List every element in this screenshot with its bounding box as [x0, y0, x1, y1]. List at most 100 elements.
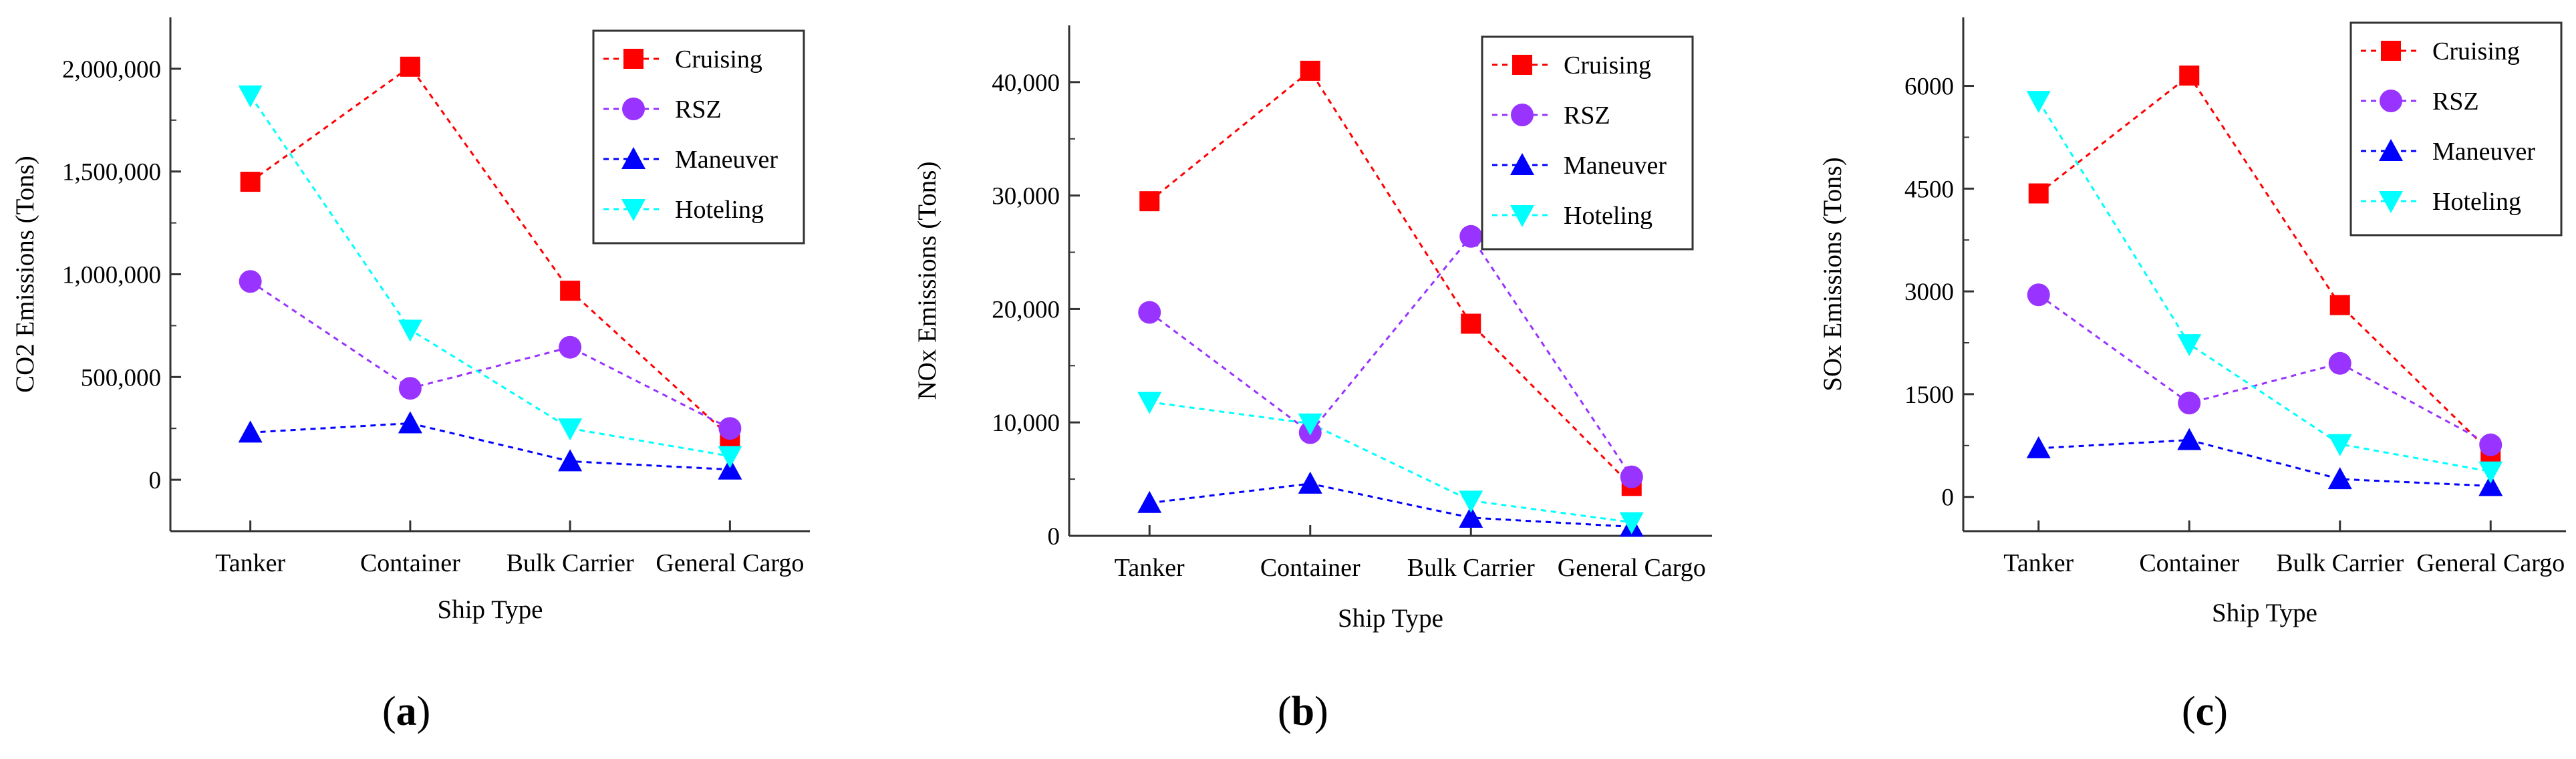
point-rsz: [398, 377, 422, 400]
y-tick-label: 0: [1048, 523, 1060, 551]
point-maneuver: [1298, 471, 1322, 494]
x-tick-label: Bulk Carrier: [2276, 549, 2404, 577]
legend-marker: [1510, 153, 1534, 175]
y-tick-label: 0: [1942, 484, 1955, 512]
legend-label: Cruising: [2432, 37, 2520, 65]
point-cruising: [2179, 65, 2200, 86]
legend-label: Hoteling: [1564, 202, 1653, 230]
point-rsz: [1459, 224, 1483, 248]
legend-marker: [2379, 139, 2403, 161]
point-maneuver: [2478, 474, 2503, 496]
x-axis-title: Ship Type: [438, 595, 543, 624]
series-line-maneuver: [2038, 439, 2491, 487]
point-hoteling: [718, 446, 742, 468]
legend: Cruising RSZ Maneuver Hoteling: [2349, 21, 2563, 237]
panel-label-a: (a): [382, 689, 431, 734]
point-rsz: [2178, 392, 2201, 415]
y-tick-label: 1500: [1904, 382, 1954, 409]
legend-marker: [2379, 191, 2403, 213]
series-line-rsz: [249, 281, 731, 430]
legend-marker: [1510, 205, 1534, 227]
point-hoteling: [1619, 512, 1644, 535]
point-hoteling: [2327, 434, 2352, 456]
series-line-rsz: [2037, 294, 2491, 446]
legend-marker: [1511, 104, 1534, 126]
point-cruising: [1300, 60, 1320, 81]
y-tick-label: 40,000: [992, 69, 1060, 97]
chart-b: 0 10,000 20,000 30,000 40,000 Tanker Container…: [913, 25, 1712, 633]
point-cruising: [400, 56, 420, 77]
point-maneuver: [1459, 505, 1483, 528]
panel-label-c: (c): [2182, 689, 2228, 734]
x-tick-label: Container: [360, 549, 460, 577]
point-hoteling: [2177, 334, 2202, 357]
legend-label: Maneuver: [1564, 152, 1667, 180]
point-maneuver: [398, 411, 422, 434]
x-tick-label: General Cargo: [1558, 554, 1706, 582]
series-line-cruising: [1149, 69, 1632, 487]
x-axis-title: Ship Type: [1338, 604, 1443, 633]
series-line-rsz: [1149, 235, 1632, 478]
point-hoteling: [1298, 413, 1322, 436]
legend-label: RSZ: [2432, 88, 2479, 116]
point-hoteling: [2478, 461, 2503, 484]
point-hoteling: [1459, 490, 1483, 513]
y-tick-label: 500,000: [81, 364, 161, 392]
y-tick-label: 3000: [1904, 279, 1954, 306]
legend-marker: [2380, 90, 2402, 112]
y-tick-label: 10,000: [992, 410, 1060, 437]
legend: Cruising RSZ Maneuver Hoteling: [592, 29, 805, 245]
y-axis-title: NOx Emissions (Tons): [913, 162, 942, 400]
chart-c: 0 1500 3000 4500 6000 Tanker Container Bulk Car…: [1818, 17, 2566, 627]
point-maneuver: [718, 457, 742, 480]
x-tick-label: Container: [1260, 554, 1361, 582]
y-tick-label: 30,000: [992, 183, 1060, 210]
point-hoteling: [1137, 392, 1162, 414]
x-tick-label: Tanker: [2003, 549, 2073, 577]
series-line-hoteling: [249, 95, 730, 458]
point-cruising: [2329, 295, 2350, 315]
point-maneuver: [2026, 436, 2051, 458]
legend-label: Cruising: [675, 45, 762, 73]
x-tick-label: Bulk Carrier: [1407, 554, 1535, 582]
series-line-hoteling: [2037, 100, 2491, 473]
x-tick-label: Bulk Carrier: [507, 549, 634, 577]
y-axis-title: CO2 Emissions (Tons): [11, 156, 39, 393]
legend-marker: [1512, 55, 1532, 75]
point-rsz: [718, 417, 742, 440]
x-tick-label: Tanker: [1115, 554, 1185, 582]
series-line-maneuver: [1149, 482, 1632, 528]
y-tick-label: 6000: [1904, 73, 1954, 101]
legend-label: Maneuver: [675, 146, 778, 174]
point-cruising: [2028, 183, 2049, 204]
series-line-maneuver: [250, 422, 730, 471]
point-cruising: [560, 281, 581, 301]
legend-label: RSZ: [1564, 102, 1610, 130]
y-axis-title: SOx Emissions (Tons): [1818, 157, 1847, 391]
point-maneuver: [2327, 467, 2352, 490]
point-rsz: [1138, 301, 1161, 324]
y-tick-label: 1,000,000: [62, 262, 161, 289]
panel-label-b: (b): [1278, 689, 1328, 734]
legend-label: Hoteling: [2432, 188, 2521, 216]
point-maneuver: [238, 420, 263, 443]
series-line-cruising: [249, 65, 731, 438]
y-tick-label: 2,000,000: [62, 56, 161, 84]
point-cruising: [1461, 313, 1481, 334]
x-tick-label: Container: [2139, 549, 2239, 577]
point-cruising: [1139, 191, 1160, 212]
point-cruising: [240, 172, 261, 192]
y-tick-label: 4500: [1904, 176, 1954, 203]
legend-marker: [623, 49, 643, 69]
point-hoteling: [2026, 91, 2051, 114]
x-tick-label: General Cargo: [656, 549, 804, 577]
point-maneuver: [1137, 490, 1162, 513]
x-tick-label: General Cargo: [2416, 549, 2565, 577]
legend-marker: [621, 199, 646, 221]
legend-marker: [2381, 41, 2401, 61]
point-hoteling: [558, 418, 583, 441]
point-rsz: [2328, 351, 2351, 375]
y-tick-label: 0: [149, 467, 162, 494]
point-rsz: [2027, 283, 2050, 307]
